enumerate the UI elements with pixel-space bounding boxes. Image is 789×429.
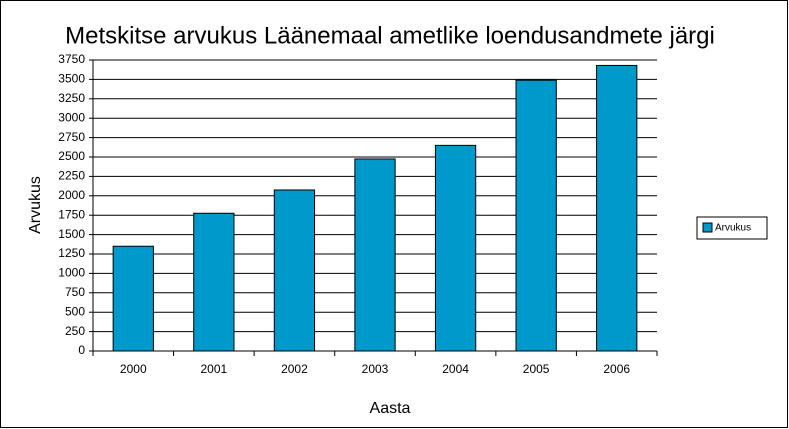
bar bbox=[596, 64, 638, 352]
legend-label: Arvukus bbox=[715, 223, 751, 234]
x-tick-label: 2000 bbox=[120, 362, 147, 376]
y-tick-label: 2000 bbox=[58, 188, 85, 202]
y-tick-label: 2250 bbox=[58, 169, 85, 183]
y-tick-label: 1000 bbox=[58, 266, 85, 280]
bar bbox=[273, 189, 316, 352]
bar bbox=[354, 158, 396, 352]
bar bbox=[434, 144, 477, 352]
chart-title: Metskitse arvukus Läänemaal ametlike loe… bbox=[65, 22, 715, 49]
bar bbox=[193, 212, 235, 352]
x-tick-label: 2006 bbox=[603, 362, 630, 376]
x-tick-label: 2002 bbox=[281, 362, 308, 376]
y-tick-label: 3500 bbox=[58, 72, 85, 86]
y-tick-label: 2500 bbox=[58, 149, 85, 163]
y-tick-label: 3750 bbox=[58, 52, 85, 66]
bar bbox=[515, 79, 557, 352]
legend-box bbox=[696, 216, 768, 240]
x-axis-label: Aasta bbox=[370, 400, 411, 417]
x-tick-label: 2003 bbox=[362, 362, 389, 376]
y-tick-label: 1250 bbox=[58, 246, 85, 260]
y-tick-label: 500 bbox=[65, 304, 85, 318]
y-tick-label: 1750 bbox=[58, 207, 85, 221]
y-tick-label: 1500 bbox=[58, 227, 85, 241]
y-tick-label: 3250 bbox=[58, 91, 85, 105]
y-tick-label: 3000 bbox=[58, 110, 85, 124]
y-tick-label: 250 bbox=[65, 324, 85, 338]
y-tick-label: 750 bbox=[65, 285, 85, 299]
x-tick-label: 2001 bbox=[201, 362, 228, 376]
x-tick-label: 2005 bbox=[523, 362, 550, 376]
legend-swatch bbox=[702, 222, 713, 233]
x-tick-label: 2004 bbox=[442, 362, 469, 376]
y-axis-label: Arvukus bbox=[27, 176, 44, 234]
bar bbox=[112, 245, 154, 352]
y-tick-label: 2750 bbox=[58, 130, 85, 144]
y-tick-label: 0 bbox=[78, 343, 85, 357]
